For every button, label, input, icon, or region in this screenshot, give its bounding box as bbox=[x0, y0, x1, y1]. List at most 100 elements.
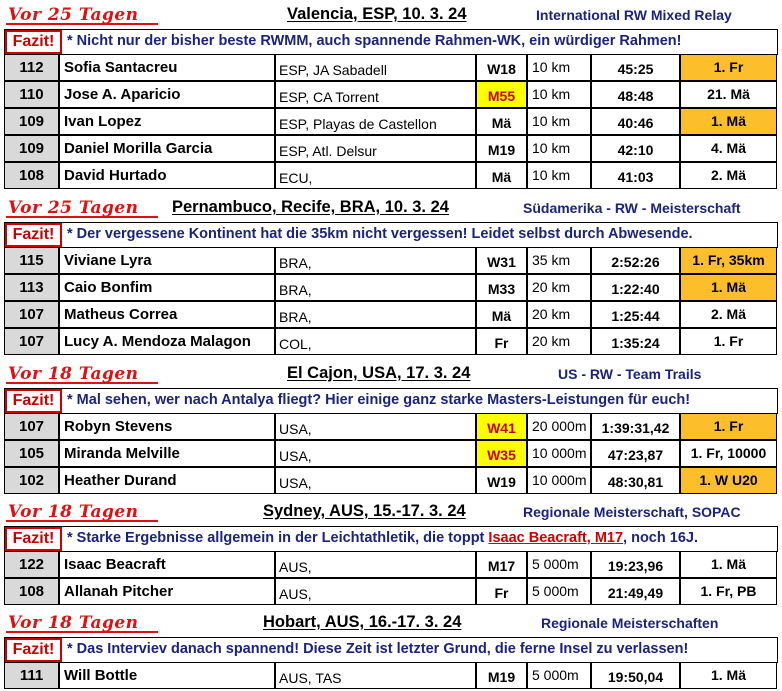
rank-cell: 1. Fr, PB bbox=[680, 578, 777, 605]
time-cell: 47:23,87 bbox=[591, 440, 680, 467]
age-class-cell: M19 bbox=[476, 135, 527, 162]
rank-cell: 1. Mä bbox=[680, 551, 777, 578]
distance-cell: 10 000m bbox=[527, 467, 591, 494]
club-cell: USA, bbox=[275, 413, 476, 440]
distance-cell: 5 000m bbox=[527, 551, 591, 578]
athlete-name: Isaac Beacraft bbox=[59, 551, 275, 578]
athlete-name: Ivan Lopez bbox=[59, 108, 275, 135]
fazit-segment: * Nicht nur der bisher beste RWMM, auch … bbox=[67, 33, 682, 49]
score-cell: 107 bbox=[4, 413, 59, 440]
event-title: Pernambuco, Recife, BRA, 10. 3. 24 bbox=[172, 198, 449, 216]
club-cell: BRA, bbox=[275, 301, 476, 328]
age-class-cell: M17 bbox=[476, 551, 527, 578]
rank-cell: 1. Fr bbox=[680, 328, 777, 355]
fazit-segment: * Der vergessene Kontinent hat die 35km … bbox=[67, 226, 693, 242]
score-cell: 112 bbox=[4, 54, 59, 81]
rank-cell: 4. Mä bbox=[680, 135, 777, 162]
time-cell: 19:50,04 bbox=[591, 662, 680, 689]
age-class-cell: Fr bbox=[476, 328, 527, 355]
time-cell: 42:10 bbox=[591, 135, 680, 162]
age-class-cell: M19 bbox=[476, 662, 527, 689]
athlete-name: Daniel Morilla Garcia bbox=[59, 135, 275, 162]
fazit-segment: * Das Interviev danach spannend! Diese Z… bbox=[67, 641, 689, 657]
time-cell: 1:39:31,42 bbox=[591, 413, 680, 440]
score-cell: 109 bbox=[4, 108, 59, 135]
days-ago-label: Vor 18 Tagen bbox=[8, 502, 139, 522]
time-cell: 2:52:26 bbox=[591, 247, 680, 274]
result-row: 102 Heather Durand USA, W19 10 000m 48:30,81 1… bbox=[4, 467, 778, 494]
event-title: El Cajon, USA, 17. 3. 24 bbox=[287, 364, 471, 382]
athlete-name: David Hurtado bbox=[59, 162, 275, 189]
fazit-row: Fazit! * Starke Ergebnisse allgemein in d… bbox=[4, 526, 778, 552]
result-row: 108 Allanah Pitcher AUS, Fr 5 000m 21:49,49 1.… bbox=[4, 578, 778, 605]
event-title: Hobart, AUS, 16.-17. 3. 24 bbox=[263, 613, 462, 631]
days-ago-underline bbox=[6, 520, 158, 522]
section-header: Vor 18 Tagen Hobart, AUS, 16.-17. 3. 24 Re… bbox=[0, 610, 782, 636]
athlete-name: Lucy A. Mendoza Malagon bbox=[59, 328, 275, 355]
club-cell: AUS, TAS bbox=[275, 662, 476, 689]
club-cell: AUS, bbox=[275, 578, 476, 605]
fazit-row: Fazit! * Nicht nur der bisher beste RWMM,… bbox=[4, 29, 778, 55]
age-class-cell: M33 bbox=[476, 274, 527, 301]
club-cell: AUS, bbox=[275, 551, 476, 578]
rank-cell: 21. Mä bbox=[680, 81, 777, 108]
club-cell: ESP, JA Sabadell bbox=[275, 54, 476, 81]
rank-cell: 1. Mä bbox=[680, 108, 777, 135]
fazit-row: Fazit! * Mal sehen, wer nach Antalya flie… bbox=[4, 388, 778, 414]
club-cell: BRA, bbox=[275, 247, 476, 274]
days-ago-label: Vor 18 Tagen bbox=[8, 613, 139, 633]
time-cell: 41:03 bbox=[591, 162, 680, 189]
days-ago-underline bbox=[6, 382, 158, 384]
time-cell: 48:30,81 bbox=[591, 467, 680, 494]
fazit-badge: Fazit! bbox=[5, 30, 62, 54]
days-ago-underline bbox=[6, 23, 158, 25]
score-cell: 115 bbox=[4, 247, 59, 274]
result-row: 111 Will Bottle AUS, TAS M19 5 000m 19:50,04 1… bbox=[4, 662, 778, 689]
distance-cell: 20 km bbox=[527, 301, 591, 328]
rank-cell: 1. Fr, 35km bbox=[680, 247, 777, 274]
result-row: 110 Jose A. Aparicio ESP, CA Torrent M55 10 … bbox=[4, 81, 778, 108]
fazit-segment: * Mal sehen, wer nach Antalya fliegt? Hi… bbox=[67, 392, 691, 408]
event-section: Vor 25 Tagen Pernambuco, Recife, BRA, 10.… bbox=[0, 195, 782, 356]
distance-cell: 10 km bbox=[527, 135, 591, 162]
event-title: Valencia, ESP, 10. 3. 24 bbox=[287, 5, 467, 23]
age-class-cell: W18 bbox=[476, 54, 527, 81]
days-ago-underline bbox=[6, 216, 158, 218]
fazit-text: * Nicht nur der bisher beste RWMM, auch … bbox=[67, 33, 681, 49]
club-cell: ESP, Playas de Castellon bbox=[275, 108, 476, 135]
athlete-name: Miranda Melville bbox=[59, 440, 275, 467]
rank-cell: 1. W U20 bbox=[680, 467, 777, 494]
result-row: 108 David Hurtado ECU, Mä 10 km 41:03 2. Mä bbox=[4, 162, 778, 189]
result-row: 105 Miranda Melville USA, W35 10 000m 47:23,8… bbox=[4, 440, 778, 467]
result-row: 113 Caio Bonfim BRA, M33 20 km 1:22:40 1. Mä bbox=[4, 274, 778, 301]
rank-cell: 1. Fr, 10000 bbox=[680, 440, 777, 467]
score-cell: 122 bbox=[4, 551, 59, 578]
distance-cell: 10 km bbox=[527, 108, 591, 135]
club-cell: BRA, bbox=[275, 274, 476, 301]
score-cell: 111 bbox=[4, 662, 59, 689]
score-cell: 113 bbox=[4, 274, 59, 301]
athlete-name: Viviane Lyra bbox=[59, 247, 275, 274]
distance-cell: 20 000m bbox=[527, 413, 591, 440]
rank-cell: 1. Fr bbox=[680, 54, 777, 81]
time-cell: 21:49,49 bbox=[591, 578, 680, 605]
age-class-cell: Mä bbox=[476, 162, 527, 189]
time-cell: 1:35:24 bbox=[591, 328, 680, 355]
result-row: 107 Lucy A. Mendoza Malagon COL, Fr 20 km 1:3… bbox=[4, 328, 778, 355]
event-section: Vor 18 Tagen El Cajon, USA, 17. 3. 24 US -… bbox=[0, 361, 782, 495]
result-row: 122 Isaac Beacraft AUS, M17 5 000m 19:23,96 1.… bbox=[4, 551, 778, 578]
rank-cell: 1. Fr bbox=[680, 413, 777, 440]
distance-cell: 10 km bbox=[527, 54, 591, 81]
event-section: Vor 25 Tagen Valencia, ESP, 10. 3. 24 Inte… bbox=[0, 2, 782, 190]
section-header: Vor 25 Tagen Pernambuco, Recife, BRA, 10.… bbox=[0, 195, 782, 221]
fazit-text: * Mal sehen, wer nach Antalya fliegt? Hi… bbox=[67, 392, 690, 408]
age-class-cell: M55 bbox=[476, 81, 527, 108]
rank-cell: 2. Mä bbox=[680, 301, 777, 328]
event-section: Vor 18 Tagen Sydney, AUS, 15.-17. 3. 24 Re… bbox=[0, 499, 782, 606]
club-cell: USA, bbox=[275, 467, 476, 494]
result-row: 115 Viviane Lyra BRA, W31 35 km 2:52:26 1. Fr,… bbox=[4, 247, 778, 274]
score-cell: 102 bbox=[4, 467, 59, 494]
section-header: Vor 18 Tagen Sydney, AUS, 15.-17. 3. 24 Re… bbox=[0, 499, 782, 525]
distance-cell: 20 km bbox=[527, 328, 591, 355]
fazit-segment: , noch 16J. bbox=[623, 530, 698, 546]
